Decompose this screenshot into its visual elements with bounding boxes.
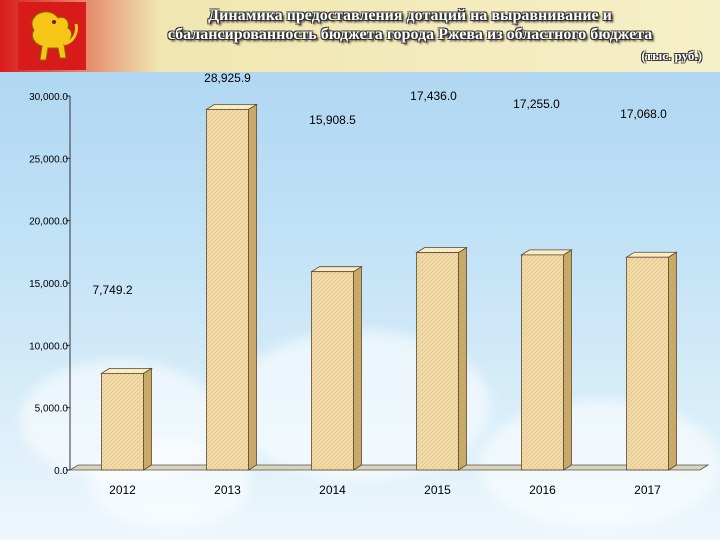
x-tick-label: 2014 (319, 483, 346, 497)
y-tick-label: 15,000.0 (29, 279, 68, 290)
bar-top (625, 251, 678, 258)
y-tick-label: 25,000.0 (29, 154, 68, 165)
bar-2012 (100, 367, 153, 471)
unit-label: (тыс. руб.) (641, 48, 702, 63)
bar-front (311, 271, 354, 471)
y-tick-label: 20,000.0 (29, 217, 68, 228)
bar-front (101, 372, 144, 471)
data-label: 28,925.9 (204, 71, 251, 85)
city-emblem (18, 2, 86, 70)
bar-top (100, 367, 153, 374)
bar-2016 (520, 249, 573, 471)
slide-title: Динамика предоставления дотаций на вырав… (110, 6, 710, 44)
bar-side (458, 246, 467, 471)
bar-side (563, 249, 572, 471)
y-tick-label: 0.0 (54, 466, 68, 477)
bar-2014 (310, 265, 363, 471)
chart-bars (100, 103, 678, 471)
chart-floor (68, 464, 710, 471)
lion-emblem-icon (31, 11, 78, 61)
header-banner: Динамика предоставления дотаций на вырав… (0, 0, 720, 72)
bar-side (143, 367, 152, 471)
data-label: 7,749.2 (92, 283, 132, 297)
bar-front (521, 254, 564, 471)
data-label: 15,908.5 (309, 113, 356, 127)
y-tick-label: 10,000.0 (29, 341, 68, 352)
bar-side (248, 103, 257, 471)
bar-top (415, 247, 468, 254)
bar-2013 (205, 103, 258, 471)
bar-2015 (415, 246, 468, 471)
x-tick-label: 2012 (109, 483, 136, 497)
x-tick-label: 2016 (529, 483, 556, 497)
bar-2017 (625, 251, 678, 471)
bar-top (520, 249, 573, 256)
data-label: 17,068.0 (620, 107, 667, 121)
bar-front (626, 256, 669, 471)
slide-title-line-1: Динамика предоставления дотаций на вырав… (208, 7, 612, 24)
x-tick-label: 2017 (634, 483, 661, 497)
data-label: 17,255.0 (513, 97, 560, 111)
slide-title-line-2: сбалансированность бюджета города Ржева … (167, 26, 653, 43)
bar-top (205, 103, 258, 110)
y-tick-label: 5,000.0 (35, 404, 69, 415)
bar-side (668, 251, 677, 471)
bar-front (206, 108, 249, 471)
y-tick-label: 30,000.0 (29, 92, 68, 103)
chart-labels: 2012 7,749.2 2013 28,925.9 2014 15,908.5 2015 1… (92, 71, 667, 497)
x-tick-label: 2015 (424, 483, 451, 497)
bar-side (353, 265, 362, 471)
x-tick-label: 2013 (214, 483, 241, 497)
bar-top (310, 266, 363, 273)
data-label: 17,436.0 (410, 89, 457, 103)
bar-front (416, 252, 459, 471)
